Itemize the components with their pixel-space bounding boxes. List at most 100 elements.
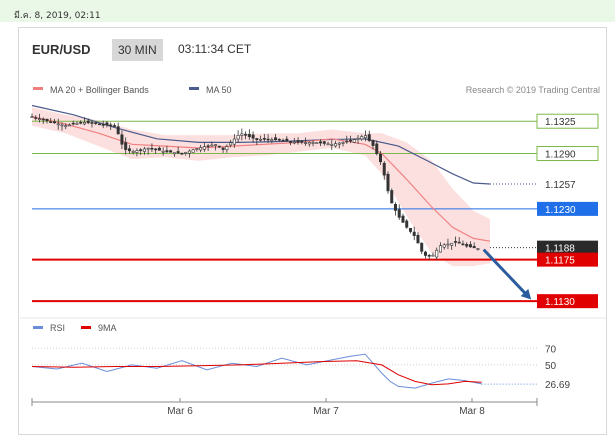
candle-body <box>202 146 206 150</box>
candle-body <box>86 120 90 124</box>
candle-body <box>345 140 349 143</box>
ma20-legend-swatch <box>33 87 43 90</box>
level-label-1.1230: 1.1230 <box>545 205 576 216</box>
candle-body <box>30 116 34 118</box>
symbol-label: EUR/USD <box>32 42 91 57</box>
candle-body <box>225 146 229 151</box>
candle-body <box>334 143 338 147</box>
candle-body <box>352 139 356 143</box>
candle-body <box>322 141 326 144</box>
rsi-line <box>31 353 482 389</box>
candle-body <box>397 209 401 218</box>
candle-body <box>412 231 416 236</box>
candle-body <box>109 124 113 127</box>
candle-body <box>67 124 71 127</box>
candle-body <box>161 150 165 153</box>
candle-body <box>172 152 176 155</box>
time-tick-label-2: Mar 8 <box>459 406 485 417</box>
candle-body <box>206 145 210 148</box>
candle-body <box>199 147 203 151</box>
candle-body <box>169 150 173 153</box>
clock-label: 03:11:34 CET <box>178 42 252 56</box>
ma50-legend-swatch <box>189 87 199 90</box>
candle-body <box>390 190 394 204</box>
candle-body <box>349 139 353 142</box>
candle-body <box>180 152 184 155</box>
rsi-legend-label: RSI <box>50 323 65 333</box>
candle-body <box>438 245 442 253</box>
level-label-box-1.1290 <box>536 146 599 162</box>
candle-body <box>367 134 371 141</box>
level-label-1.1257: 1.1257 <box>545 180 576 191</box>
rsi-level-label-70: 70 <box>545 344 557 355</box>
candle-body <box>461 243 465 246</box>
rsi-last-label: 26.69 <box>545 380 570 391</box>
candle-body <box>255 138 259 140</box>
candle-body <box>382 162 386 176</box>
time-tick-label-0: Mar 6 <box>167 406 193 417</box>
candle-body <box>468 244 472 248</box>
candle-body <box>94 122 98 124</box>
candle-body <box>124 142 128 150</box>
candle-body <box>41 118 45 121</box>
candle-body <box>378 153 382 163</box>
candle-body <box>457 241 461 244</box>
candle-body <box>210 144 214 147</box>
candle-body <box>285 138 289 142</box>
candle-body <box>465 244 469 247</box>
candle-body <box>247 133 251 138</box>
candle-body <box>442 244 446 248</box>
candle-body <box>45 118 49 122</box>
candle-body <box>401 215 405 223</box>
candle-body <box>315 142 319 144</box>
candle-body <box>112 125 116 127</box>
candle-body <box>371 139 375 146</box>
candle-body <box>427 254 431 257</box>
level-label-box-1.1130 <box>537 294 598 309</box>
ma50-line <box>31 104 491 185</box>
timeframe-button[interactable]: 30 MIN <box>112 39 163 61</box>
ma9-line <box>31 360 482 386</box>
time-tick-label-1: Mar 7 <box>313 406 339 417</box>
top-bar: มี.ค. 8, 2019, 02:11 <box>0 0 615 22</box>
candle-body <box>360 136 364 140</box>
candle-body <box>154 148 158 151</box>
candle-body <box>408 227 412 232</box>
candle-body <box>135 150 139 153</box>
candle-body <box>393 204 397 211</box>
candle-body <box>277 138 281 141</box>
candle-body <box>319 141 323 144</box>
candle-body <box>386 173 390 192</box>
candle-body <box>292 141 296 144</box>
level-label-1.1130: 1.1130 <box>545 297 575 308</box>
candle-body <box>120 134 124 145</box>
candle-body <box>165 150 169 153</box>
research-credit: Research © 2019 Trading Central <box>466 85 600 95</box>
level-label-1.1325: 1.1325 <box>545 117 576 128</box>
candle-body <box>217 145 221 148</box>
candle-body <box>266 138 270 141</box>
candle-body <box>337 142 341 145</box>
candle-body <box>431 254 435 257</box>
candle-body <box>262 138 266 140</box>
chart-header: EUR/USD 30 MIN 03:11:34 CET <box>20 36 606 64</box>
rsi-level-label-50: 50 <box>545 361 557 372</box>
candle-body <box>330 143 334 146</box>
candle-body <box>453 241 457 243</box>
candle-body <box>64 125 68 128</box>
level-label-1.1188: 1.1188 <box>545 244 575 255</box>
candle-body <box>300 140 304 143</box>
candle-body <box>116 126 120 135</box>
candle-body <box>127 148 131 152</box>
candle-body <box>435 249 439 258</box>
candle-body <box>82 122 86 125</box>
candle-body <box>405 220 409 228</box>
candle-body <box>184 151 188 154</box>
candle-body <box>90 122 94 124</box>
candle-body <box>270 139 274 142</box>
level-label-box-1.1325 <box>536 113 599 129</box>
candle-body <box>146 147 150 150</box>
candle-body <box>37 118 41 120</box>
candle-body <box>105 122 109 126</box>
